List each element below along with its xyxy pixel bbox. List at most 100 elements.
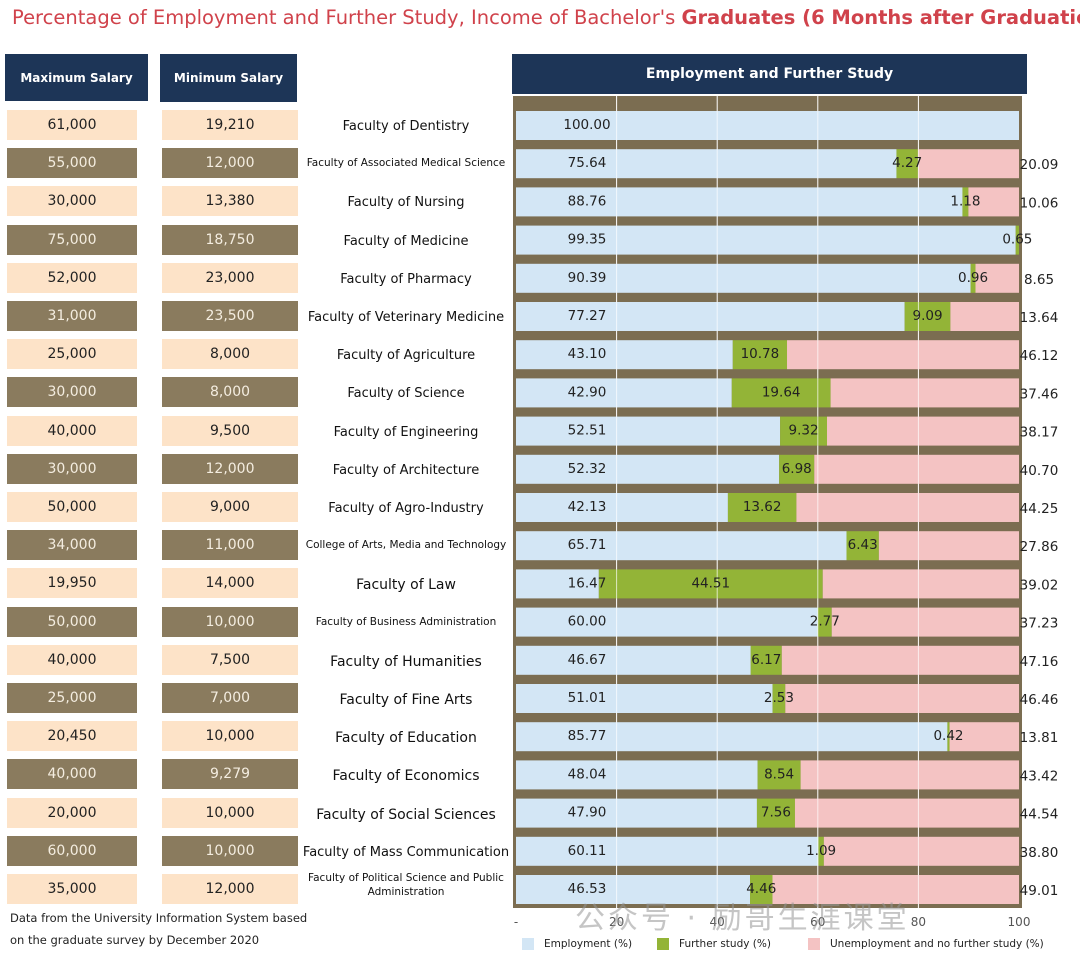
max-salary-cell: 61,000 [7,110,137,140]
further-study-bar [779,454,815,484]
further-study-label: 4.27 [892,155,922,171]
unemployment-bar [827,416,1019,446]
employment-label: 88.76 [568,193,607,209]
legend-label-unemployment: Unemployment and no further study (%) [830,938,1044,950]
max-salary-cell: 40,000 [7,759,137,790]
further-study-label: 0.65 [1002,232,1032,248]
faculty-label: Faculty of Nursing [347,195,465,211]
max-salary-cell: 20,450 [7,721,137,752]
legend-employment: Employment (%) [522,938,632,950]
employment-bar [516,187,963,217]
max-salary-cell: 31,000 [7,301,137,331]
min-salary-cell: 9,000 [162,492,298,522]
unemployment-bar [831,607,1019,637]
x-tick-label: 100 [1008,915,1031,929]
chart-title-main: Percentage of Employment and Further Stu… [12,6,682,29]
faculty-label: Faculty of Business Administration [315,615,497,628]
employment-label: 75.64 [568,155,607,171]
employment-bar [516,225,1016,255]
further-study-label: 9.09 [912,308,942,324]
min-salary-cell: 12,000 [162,874,298,904]
min-salary-cell: 12,000 [162,453,298,484]
unemployment-bar [787,340,1019,370]
unemployment-bar [781,645,1019,675]
further-study-bar [1015,225,1019,255]
further-study-label: 10.78 [741,346,780,362]
employment-bar [516,798,757,828]
unemployment-label: 8.65 [1024,272,1054,288]
min-salary-cell: 13,380 [162,186,298,217]
max-salary-cell: 55,000 [7,148,137,179]
min-salary-cell: 23,000 [162,262,298,293]
unemployment-bar [968,187,1019,217]
legend-swatch-employment [522,938,534,950]
footnote: Data from the University Information Sys… [10,907,310,951]
unemployment-label: 40.70 [1020,463,1059,479]
further-study-label: 6.98 [782,461,812,477]
employment-bar [516,875,751,904]
legend-label-employment: Employment (%) [544,938,633,950]
unemployment-bar [814,454,1019,484]
employment-label: 85.77 [568,728,607,744]
further-study-label: 7.56 [761,805,791,821]
unemployment-bar [975,263,1019,293]
min-salary-cell: 10,000 [162,606,298,637]
max-salary-cell: 50,000 [7,606,137,637]
employment-bar [516,569,599,599]
min-salary-cell: 19,210 [162,110,298,140]
max-salary-cell: 30,000 [7,377,137,408]
faculty-label: College of Arts, Media and Technology [305,539,507,552]
faculty-label: Faculty of Veterinary Medicine [307,310,505,325]
employment-bar [516,340,733,370]
faculty-label: Faculty of Engineering [333,424,479,440]
faculty-label: Faculty of Agriculture [336,348,476,364]
further-study-bar [846,531,879,561]
employment-bar [516,684,773,713]
faculty-label: Faculty of Education [335,730,477,747]
employment-label: 42.90 [568,384,607,400]
x-tick-label: 40 [710,915,725,929]
max-salary-cell: 25,000 [7,339,137,370]
employment-label: 60.00 [568,614,607,630]
employment-chart-header: Employment and Further Study [512,54,1027,94]
further-study-bar [818,836,824,866]
employment-label: 46.53 [568,881,607,897]
unemployment-label: 13.64 [1020,310,1059,326]
employment-bar [516,531,847,561]
employment-bar [516,760,758,790]
max-salary-cell: 40,000 [7,644,137,675]
unemployment-bar [823,836,1019,866]
further-study-bar [732,340,788,370]
further-study-bar [970,263,976,293]
unemployment-bar [917,149,1019,179]
faculty-label: Faculty of Political Science and Public … [308,872,504,899]
further-study-label: 2.77 [810,614,840,630]
employment-label: 16.47 [568,575,607,591]
legend-unemployment: Unemployment and no further study (%) [808,938,1044,950]
min-salary-cell: 18,750 [162,224,298,255]
unemployment-bar [772,875,1019,904]
max-salary-cell: 52,000 [7,262,137,293]
unemployment-label: 46.46 [1020,692,1059,708]
employment-label: 60.11 [568,843,607,859]
max-salary-cell: 34,000 [7,530,137,561]
employment-bar [516,111,1019,140]
further-study-label: 9.32 [789,423,819,439]
further-study-bar [598,569,823,599]
max-salary-cell: 60,000 [7,835,137,866]
employment-label: 52.51 [568,423,607,439]
further-study-bar [750,875,773,904]
unemployment-bar [785,684,1019,713]
further-study-label: 1.09 [806,843,836,859]
min-salary-cell: 11,000 [162,530,298,561]
employment-label: 48.04 [568,766,607,782]
watermark: 公众号 · 励哥生涯课堂 [575,901,910,936]
legend-swatch-further-study [657,938,669,950]
min-salary-cell: 12,000 [162,148,298,179]
faculty-label: Faculty of Fine Arts [339,692,473,708]
unemployment-label: 43.42 [1020,768,1059,784]
employment-bar [516,149,897,179]
min-salary-cell: 8,000 [162,339,298,370]
faculty-label: Faculty of Agro-Industry [328,501,484,516]
